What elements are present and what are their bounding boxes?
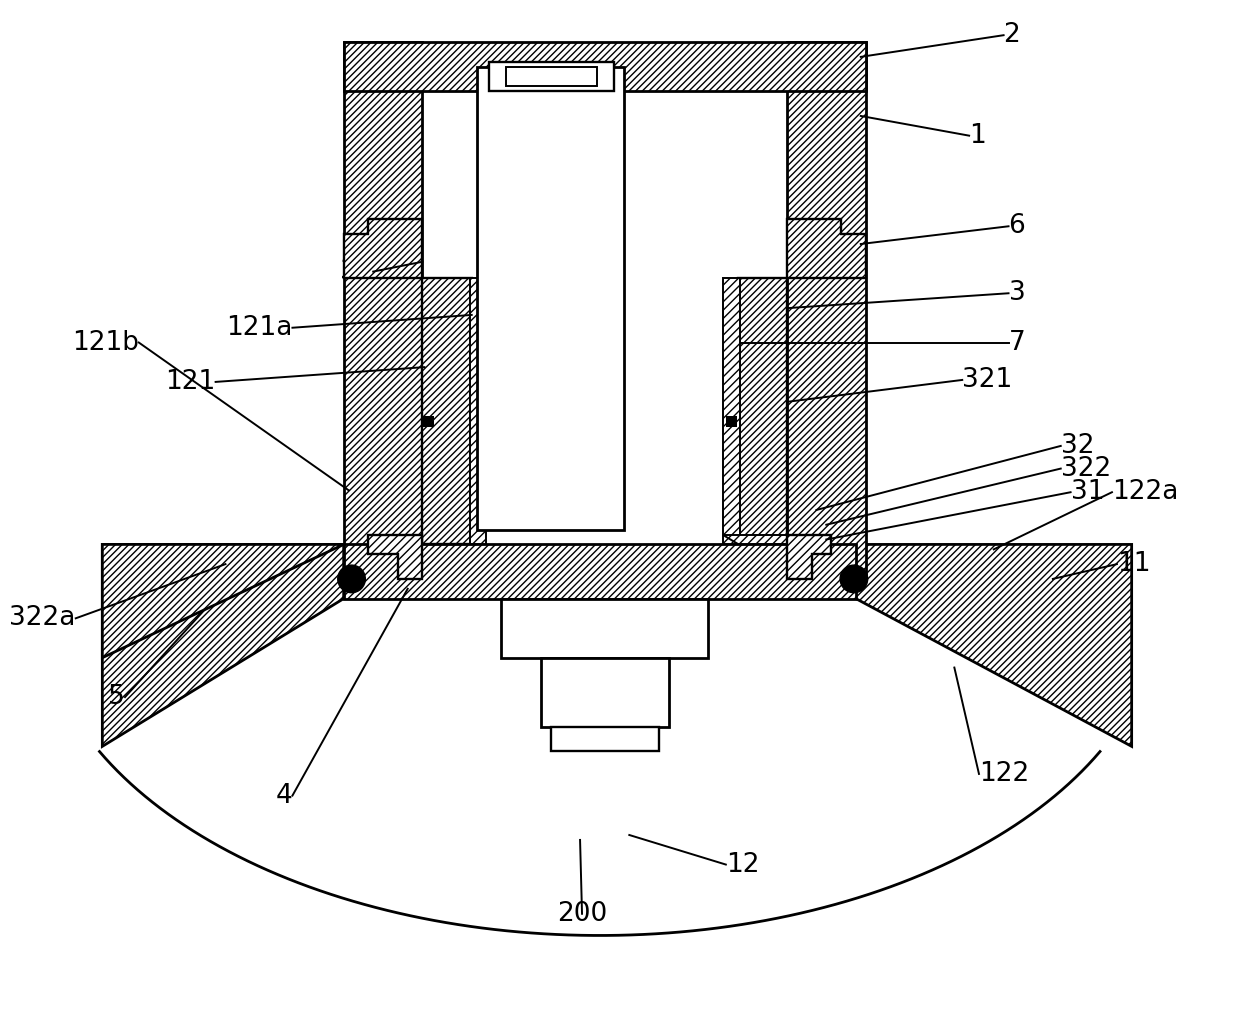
Text: 5: 5 <box>108 684 125 710</box>
Text: 2: 2 <box>1003 22 1021 49</box>
Text: 7: 7 <box>1008 330 1025 356</box>
Text: 32: 32 <box>1060 433 1094 459</box>
Bar <box>490 62 614 91</box>
Bar <box>343 43 866 91</box>
Text: 322a: 322a <box>10 605 76 632</box>
Polygon shape <box>787 534 831 579</box>
Circle shape <box>839 565 868 593</box>
Bar <box>787 43 866 579</box>
Text: 121: 121 <box>165 369 216 394</box>
Text: 6: 6 <box>1008 213 1025 239</box>
Bar <box>476 67 625 529</box>
Text: 321: 321 <box>962 367 1013 393</box>
Bar <box>506 67 596 86</box>
Polygon shape <box>856 545 1132 746</box>
Circle shape <box>337 565 366 593</box>
Text: 31: 31 <box>1070 480 1104 505</box>
Text: 200: 200 <box>557 900 608 927</box>
Polygon shape <box>103 545 343 658</box>
Bar <box>423 279 471 545</box>
Text: 322: 322 <box>1060 455 1111 482</box>
Bar <box>501 598 708 658</box>
Bar <box>470 279 486 545</box>
Text: 3: 3 <box>1008 280 1025 306</box>
Bar <box>723 279 739 545</box>
Bar <box>343 43 423 579</box>
Bar <box>738 279 787 545</box>
Text: 12: 12 <box>725 852 759 877</box>
Bar <box>551 727 658 751</box>
Text: 122: 122 <box>978 760 1029 787</box>
Polygon shape <box>343 219 423 279</box>
Bar <box>343 545 856 598</box>
Bar <box>725 416 737 427</box>
Text: 33: 33 <box>340 259 373 285</box>
Text: 1: 1 <box>970 123 986 149</box>
Text: 122a: 122a <box>1112 480 1178 505</box>
Polygon shape <box>787 219 866 279</box>
Bar <box>423 416 434 427</box>
Text: 4: 4 <box>275 783 293 808</box>
Text: 121a: 121a <box>226 314 293 341</box>
Polygon shape <box>368 534 423 579</box>
Text: 121b: 121b <box>72 330 139 356</box>
Bar <box>541 658 668 727</box>
Polygon shape <box>723 534 787 545</box>
Polygon shape <box>103 545 343 746</box>
Text: 11: 11 <box>1117 552 1151 577</box>
